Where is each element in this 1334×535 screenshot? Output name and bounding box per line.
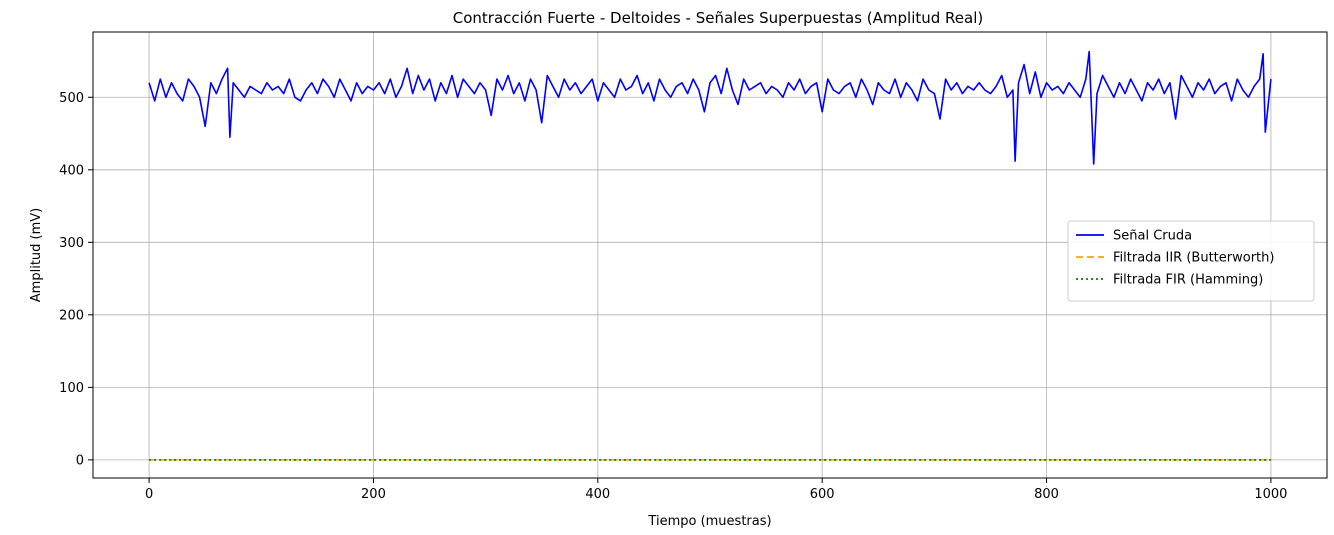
x-tick-label: 800: [1034, 487, 1059, 502]
ticks: 0 200 400 600 800 1000 0 100 200 300 400 500: [59, 91, 1287, 502]
y-tick-label: 300: [59, 236, 84, 251]
x-tick-label: 200: [361, 487, 386, 502]
chart-title: Contracción Fuerte - Deltoides - Señales…: [453, 9, 984, 27]
x-tick-label: 0: [145, 487, 153, 502]
legend-label-2: Filtrada IIR (Butterworth): [1113, 251, 1274, 266]
y-tick-label: 200: [59, 308, 84, 323]
y-tick-label: 500: [59, 91, 84, 106]
legend: Señal Cruda Filtrada IIR (Butterworth) Fil…: [1067, 220, 1315, 302]
legend-label-1: Señal Cruda: [1113, 229, 1192, 244]
plot-frame: [92, 31, 1328, 479]
x-axis-label: Tiempo (muestras): [647, 514, 771, 529]
x-tick-label: 1000: [1254, 487, 1287, 502]
y-tick-label: 400: [59, 163, 84, 178]
x-tick-label: 600: [810, 487, 835, 502]
legend-box: [1067, 220, 1315, 302]
series-line-1: [148, 50, 1272, 165]
series-layer: [148, 50, 1272, 461]
legend-label-3: Filtrada FIR (Hamming): [1113, 273, 1263, 288]
x-tick-label: 400: [585, 487, 610, 502]
y-tick-label: 0: [76, 453, 84, 468]
y-tick-label: 100: [59, 381, 84, 396]
y-axis-label: Amplitud (mV): [29, 208, 44, 302]
